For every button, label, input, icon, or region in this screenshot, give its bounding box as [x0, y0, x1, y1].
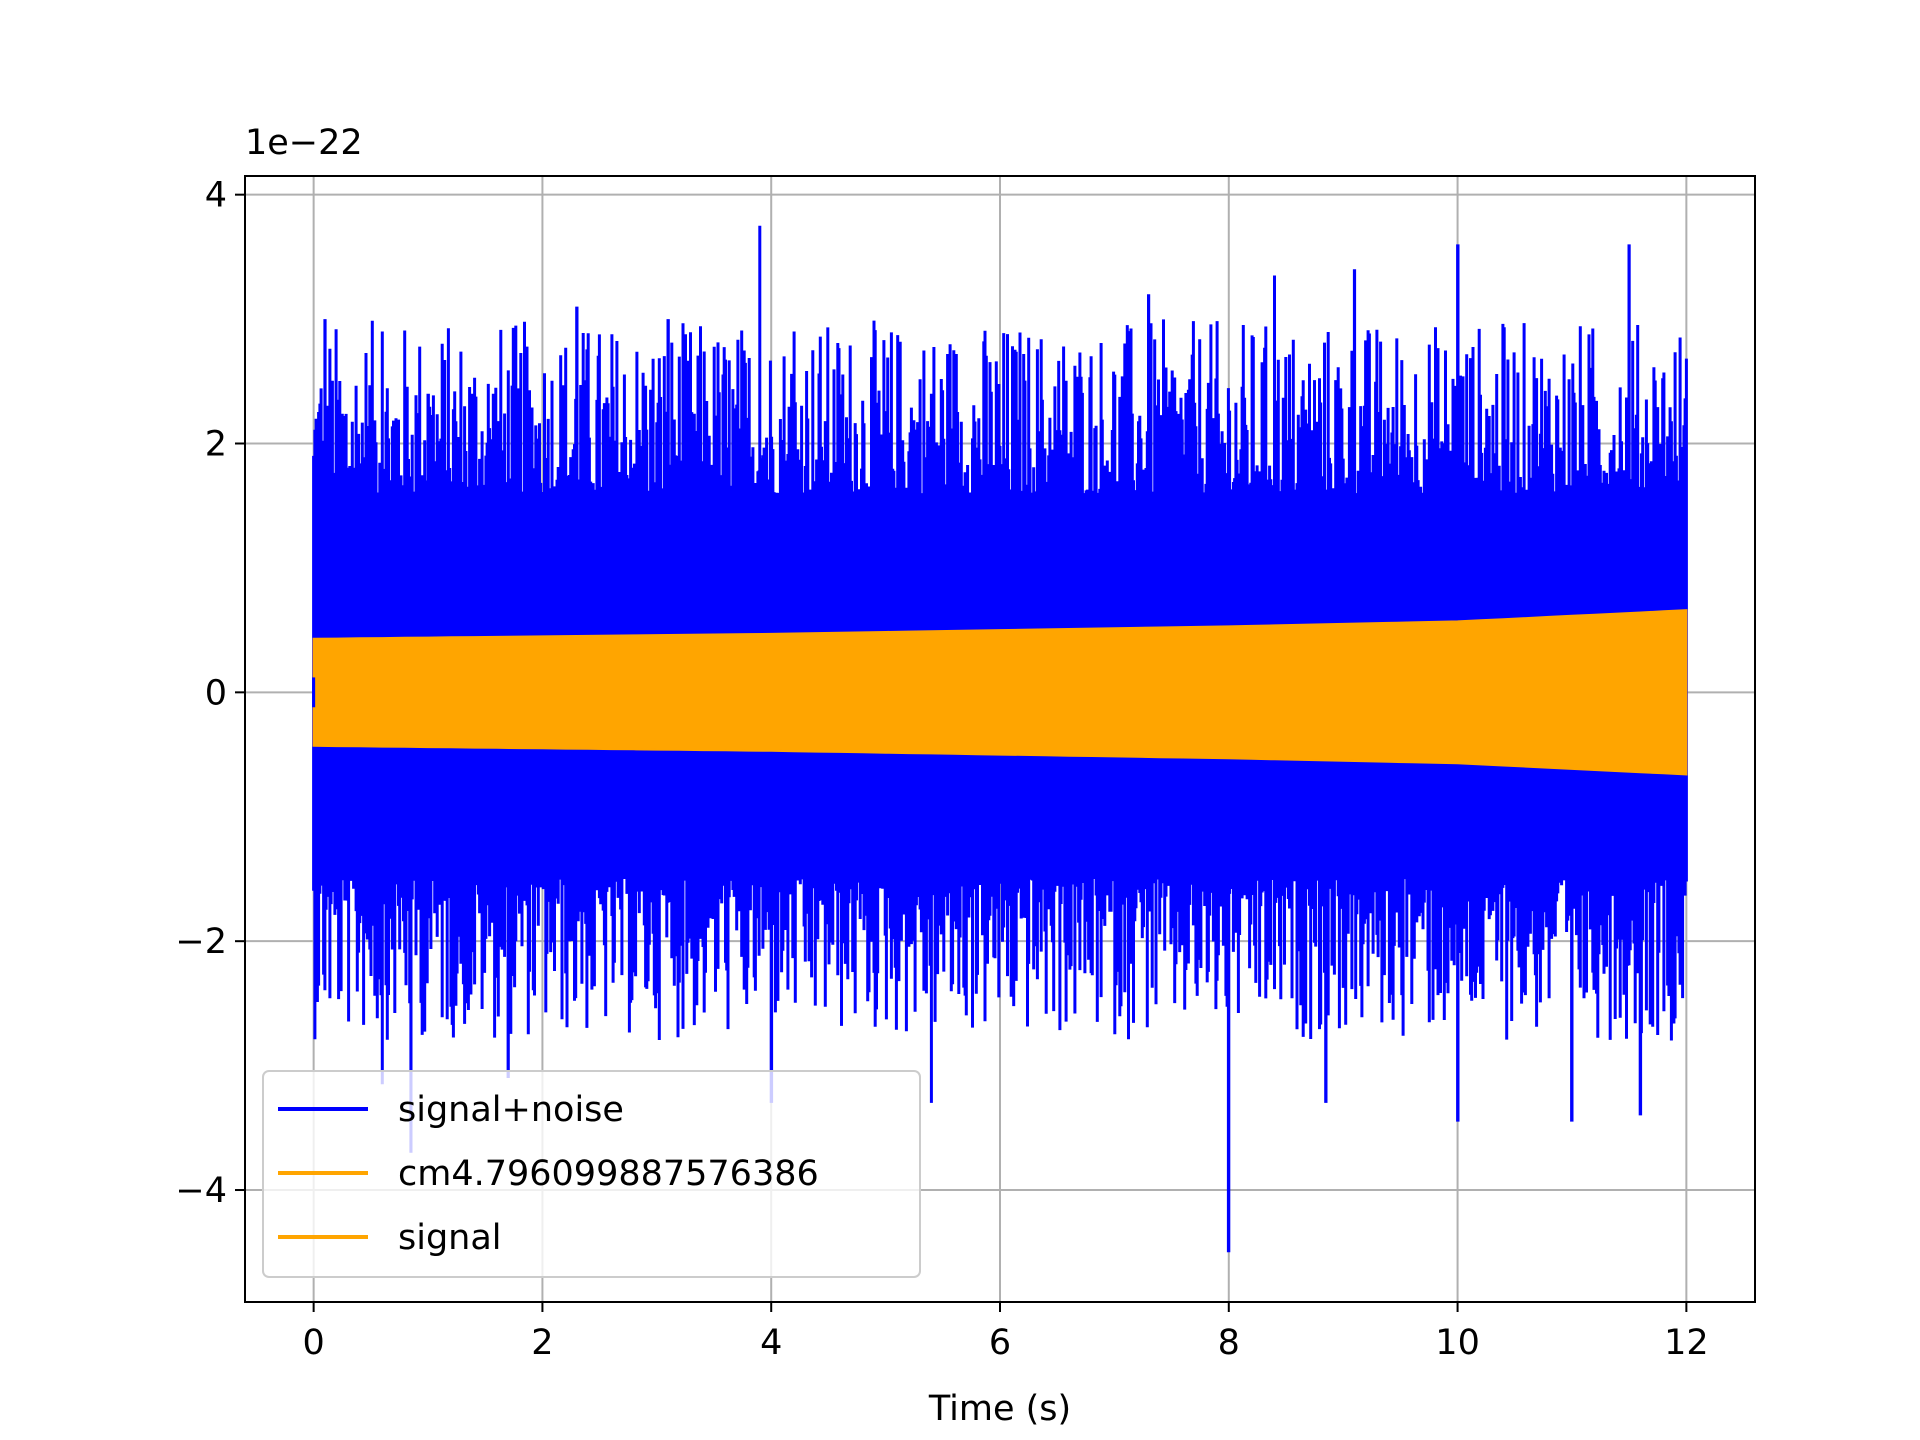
y-tick-label: 0	[205, 673, 227, 713]
x-tick-label: 0	[302, 1323, 324, 1363]
x-tick-label: 8	[1218, 1323, 1240, 1363]
y-tick-label: −2	[175, 922, 227, 962]
x-tick-label: 12	[1664, 1323, 1709, 1363]
x-tick-label: 2	[531, 1323, 553, 1363]
legend: signal+noise cm4.796099887576386 signal	[262, 1070, 921, 1278]
y-scale-multiplier: 1e−22	[245, 123, 363, 163]
x-tick-label: 6	[989, 1323, 1011, 1363]
signal-envelope	[312, 609, 1688, 776]
legend-box	[262, 1070, 921, 1278]
ticks: 0 2 4 6 8 10 12 −4 −2 0 2 4	[175, 176, 1708, 1363]
legend-label: cm4.796099887576386	[398, 1154, 819, 1194]
x-axis-label: Time (s)	[928, 1389, 1071, 1429]
legend-label: signal	[398, 1218, 502, 1258]
y-tick-label: 4	[205, 176, 227, 216]
y-tick-label: 2	[205, 425, 227, 465]
series-signal	[312, 609, 1688, 776]
x-tick-label: 4	[760, 1323, 782, 1363]
y-tick-label: −4	[175, 1171, 227, 1211]
legend-label: signal+noise	[398, 1090, 624, 1130]
x-tick-label: 10	[1435, 1323, 1480, 1363]
